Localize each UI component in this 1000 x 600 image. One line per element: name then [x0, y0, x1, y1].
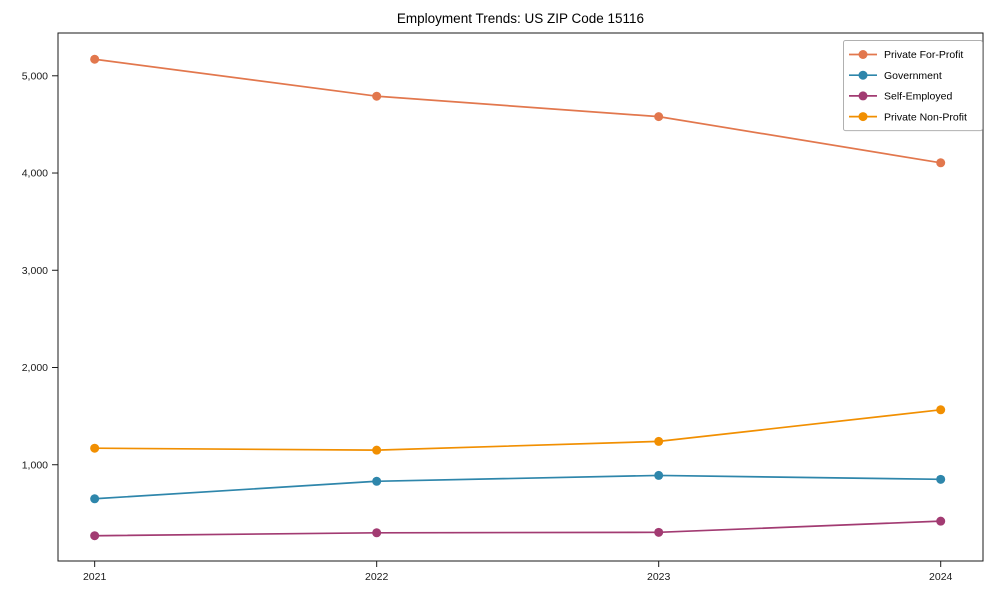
data-point [90, 494, 100, 504]
legend-box [843, 40, 983, 132]
legend-item-label: Self-Employed [884, 91, 952, 103]
series-line [94, 520, 941, 537]
x-tick-label: 2024 [929, 571, 953, 583]
y-tick-label: 4,000 [22, 168, 48, 180]
data-point [654, 436, 664, 446]
legend-marker-icon [858, 70, 868, 80]
y-tick-label: 5,000 [22, 70, 48, 82]
legend-item-label: Private Non-Profit [884, 111, 967, 123]
series-line [94, 58, 941, 164]
x-tick-label: 2022 [365, 571, 389, 583]
data-point [372, 528, 382, 538]
legend-marker-icon [858, 91, 868, 101]
chart-title: Employment Trends: US ZIP Code 15116 [396, 11, 645, 26]
data-point [936, 405, 946, 415]
y-tick-label: 2,000 [22, 362, 48, 374]
data-point [654, 112, 664, 122]
y-tick-label: 1,000 [22, 459, 48, 471]
data-point [936, 474, 946, 484]
x-tick-label: 2023 [647, 571, 671, 583]
data-point [654, 470, 664, 480]
legend-item-label: Private For-Profit [884, 49, 963, 61]
legend-marker-icon [858, 50, 868, 59]
data-point [372, 476, 382, 486]
plot-border [57, 32, 984, 562]
x-tick-label: 2021 [83, 571, 107, 583]
data-point [90, 54, 100, 64]
legend-marker-icon [858, 112, 868, 122]
legend-item-label: Government [884, 70, 942, 82]
series-line [94, 474, 941, 500]
data-point [90, 531, 100, 541]
data-point [372, 91, 382, 101]
data-point [90, 443, 100, 453]
data-point [936, 158, 946, 168]
data-point [654, 527, 664, 537]
y-tick-label: 3,000 [22, 265, 48, 277]
data-point [372, 445, 382, 455]
series-line [94, 408, 941, 451]
data-point [936, 516, 946, 526]
